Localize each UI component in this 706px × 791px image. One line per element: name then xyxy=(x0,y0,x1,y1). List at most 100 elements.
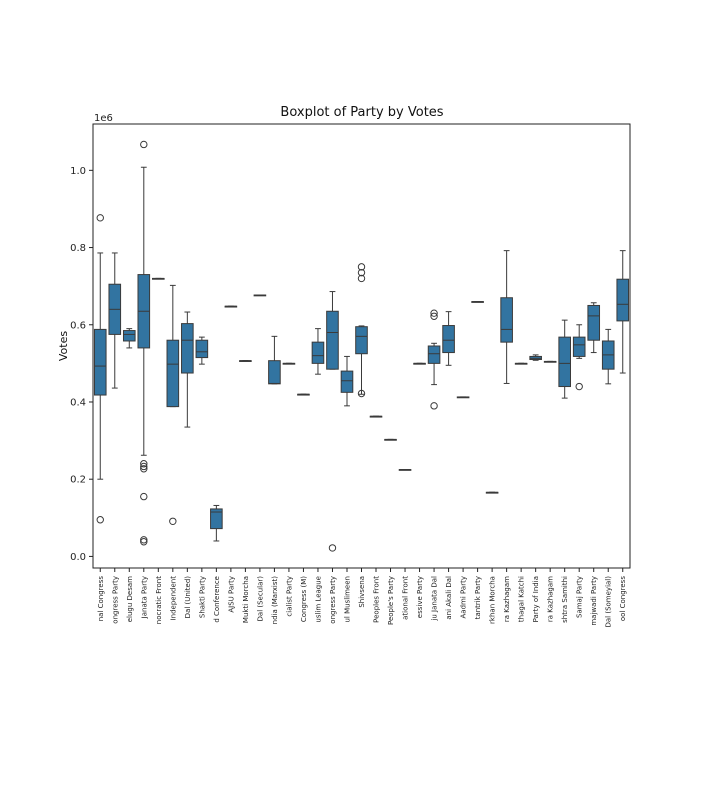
box-group xyxy=(122,328,136,349)
outlier-point xyxy=(430,312,438,320)
box-group xyxy=(282,362,296,365)
outlier-point xyxy=(357,274,366,283)
outlier-point xyxy=(357,389,366,398)
x-tick-label: Mukti Morcha xyxy=(242,576,250,623)
x-tick-label: Aadmi Party xyxy=(460,576,468,618)
outlier-point xyxy=(430,309,438,317)
box-group xyxy=(181,311,194,428)
box xyxy=(442,325,455,354)
y-tick-label: 0.2 xyxy=(70,475,86,486)
box xyxy=(427,345,441,364)
box-group xyxy=(253,294,267,297)
x-tick-label: Dal (Secular) xyxy=(256,576,264,622)
box xyxy=(616,278,630,322)
x-tick-label: thagal Katchi xyxy=(518,576,526,622)
x-tick-label: Shivsena xyxy=(358,576,366,608)
outlier-point xyxy=(96,516,104,524)
box xyxy=(500,297,513,343)
box xyxy=(355,326,368,355)
outlier-point xyxy=(140,536,148,544)
box-group xyxy=(529,354,542,361)
x-tick-label: ational Front xyxy=(402,576,410,620)
box-group xyxy=(572,324,586,391)
box-group xyxy=(601,328,615,385)
x-tick-label: elugu Desam xyxy=(126,576,134,622)
x-tick-label: uslim League xyxy=(314,576,322,623)
box xyxy=(210,508,223,530)
outlier-point xyxy=(96,214,104,222)
box xyxy=(93,328,107,396)
x-tick-label: ju Janata Dal xyxy=(431,576,439,622)
outlier-point xyxy=(140,462,148,471)
box-group xyxy=(210,504,223,542)
x-tick-label: Party of India xyxy=(532,576,540,622)
box xyxy=(166,339,180,408)
x-tick-label: nal Congress xyxy=(97,576,105,622)
box-group xyxy=(456,396,470,399)
outlier-point xyxy=(140,460,148,468)
box-group xyxy=(152,277,165,280)
x-tick-label: ongress Party xyxy=(111,576,119,624)
box-group xyxy=(427,309,441,410)
x-tick-label: Dal (United) xyxy=(184,576,192,619)
x-axis: nal Congress ongress Party elugu Desam Jana… xyxy=(97,568,627,628)
box-group xyxy=(398,469,412,471)
outlier-point xyxy=(140,492,148,501)
y-tick-label: 0.8 xyxy=(70,243,86,254)
box-group xyxy=(195,336,209,365)
box-group xyxy=(224,305,238,308)
box-group xyxy=(340,355,354,407)
x-tick-label: Congress (M) xyxy=(300,576,308,622)
x-tick-label: Peoples Front xyxy=(373,576,381,623)
outlier-point xyxy=(357,263,366,271)
box xyxy=(311,341,325,364)
x-tick-label: ool Congress xyxy=(619,576,627,621)
x-tick-label: shtra Samithi xyxy=(561,576,569,623)
x-tick-label: Shakti Party xyxy=(198,576,206,618)
y-axis: 0.0 0.2 0.4 0.6 0.8 1.0 xyxy=(70,166,93,563)
box-group xyxy=(543,360,557,363)
x-tick-label: rkhan Morcha xyxy=(489,576,497,624)
box-group xyxy=(369,415,383,418)
plot-area-frame xyxy=(92,123,631,569)
x-tick-label: Independent xyxy=(169,576,177,621)
box-group xyxy=(355,263,368,398)
y-tick-label: 0.0 xyxy=(70,552,86,563)
outlier-point xyxy=(575,382,583,391)
x-tick-label: majwadi Party xyxy=(590,576,598,626)
x-tick-label: ndia (Marxist) xyxy=(271,576,279,625)
box-group xyxy=(500,250,513,384)
x-tick-label: d Conference xyxy=(213,576,221,623)
box-group xyxy=(166,284,180,525)
y-tick-label: 0.6 xyxy=(70,320,86,331)
box-group xyxy=(485,491,499,494)
outlier-point xyxy=(140,140,148,149)
box-group xyxy=(413,362,426,365)
x-tick-label: AJSU Party xyxy=(227,576,235,613)
box-group xyxy=(471,301,484,303)
outlier-point xyxy=(140,465,148,473)
x-tick-label: ongress Party xyxy=(329,576,337,624)
box-group xyxy=(268,335,281,385)
x-tick-label: ani Akali Dal xyxy=(445,576,453,620)
y-axis-label: Votes xyxy=(57,331,70,361)
x-tick-label: Dal (Someyial) xyxy=(605,576,613,628)
box xyxy=(181,323,194,374)
x-tick-label: ra Kazhagam xyxy=(547,576,555,622)
box-group xyxy=(326,291,339,552)
box-group xyxy=(514,362,528,365)
outlier-point xyxy=(169,517,177,525)
y-tick-label: 1.0 xyxy=(70,166,86,177)
x-tick-label: Janata Party xyxy=(140,576,148,619)
x-tick-label: Samaj Party xyxy=(576,576,584,618)
x-tick-label: nocratic Front xyxy=(155,576,163,624)
x-tick-label: People's Party xyxy=(387,576,395,625)
box xyxy=(326,310,339,370)
box-group xyxy=(239,360,252,362)
x-tick-label: cialist Party xyxy=(285,576,293,617)
box-group xyxy=(137,140,151,546)
boxes-layer xyxy=(93,140,630,552)
x-tick-label: tantrik Party xyxy=(474,576,482,619)
